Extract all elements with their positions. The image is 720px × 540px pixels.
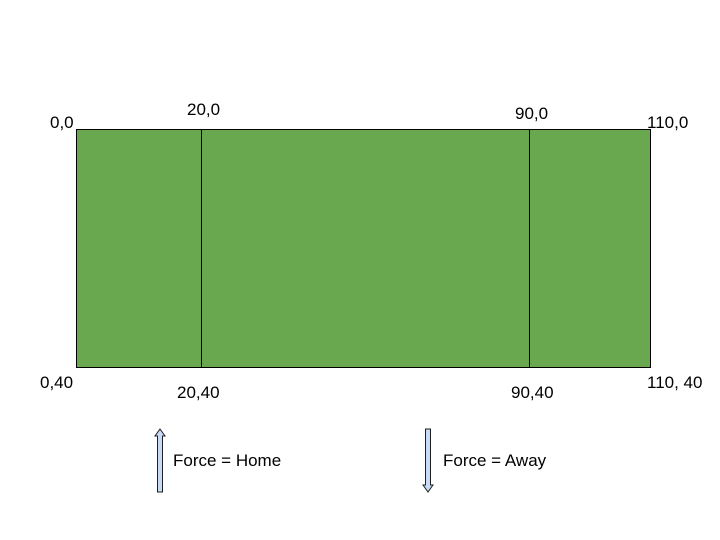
field-rectangle <box>76 129 651 368</box>
coord-label-top-zone-right: 90,0 <box>515 104 549 123</box>
coord-label-bottom-zone-left: 20,40 <box>177 383 220 402</box>
legend-label-away: Force = Away <box>443 451 547 470</box>
coord-label-top-zone-left: 20,0 <box>187 100 221 119</box>
legend-label-home: Force = Home <box>173 451 282 470</box>
coord-label-top-right: 110,0 <box>647 113 689 132</box>
coord-label-bottom-right: 110, 40 <box>647 373 703 392</box>
coord-label-bottom-zone-right: 90,40 <box>511 383 554 402</box>
arrow-down-icon <box>422 428 434 493</box>
zone-line-right <box>529 130 530 367</box>
coord-label-bottom-left: 0,40 <box>40 373 74 392</box>
zone-line-left <box>201 130 202 367</box>
arrow-up-icon <box>154 428 166 493</box>
coord-label-top-left: 0,0 <box>50 113 74 132</box>
